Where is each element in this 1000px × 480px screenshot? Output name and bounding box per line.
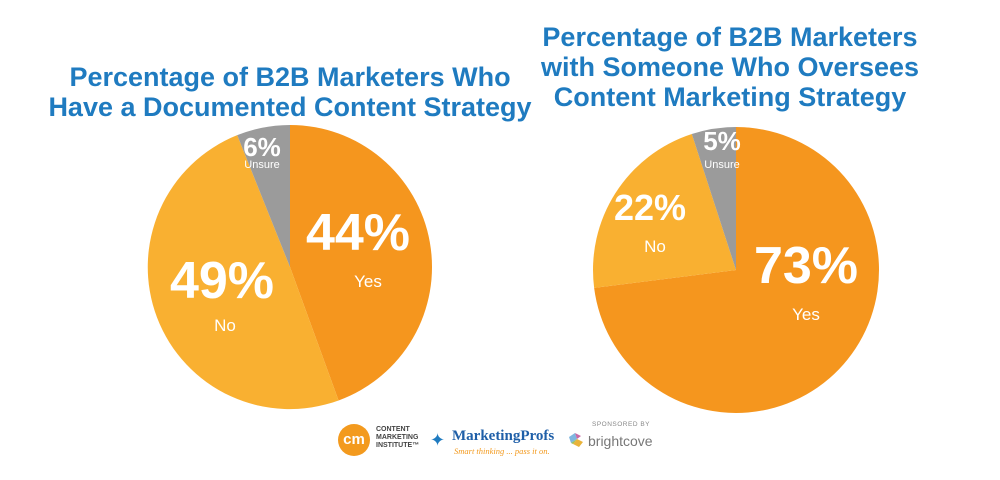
sponsored-by-label: SPONSORED BY xyxy=(592,421,651,428)
chart-title-left: Percentage of B2B Marketers Who Have a D… xyxy=(40,62,540,122)
data-label-left-yes: 44% xyxy=(306,204,410,262)
data-label-right-yes: 73% xyxy=(754,237,858,295)
pie-slice-right-yes xyxy=(594,127,880,413)
data-label-right-unsure: 5% xyxy=(703,126,741,156)
cmi-logo-icon: cm xyxy=(338,424,370,456)
chart-title-right-line-1: Percentage of B2B Marketers xyxy=(542,22,918,52)
chart-title-right: Percentage of B2B Marketers with Someone… xyxy=(500,22,960,112)
chart-title-right-line-3: Content Marketing Strategy xyxy=(553,82,907,112)
category-label-right-no: No xyxy=(644,237,666,256)
data-label-left-no: 49% xyxy=(170,252,274,310)
marketingprofs-logo-tagline: Smart thinking ... pass it on. xyxy=(454,446,550,456)
data-label-left-unsure: 6% xyxy=(243,132,281,162)
cmi-logo-line-1: CONTENT xyxy=(376,426,410,433)
chart-title-left-line-1: Percentage of B2B Marketers Who xyxy=(69,62,511,92)
category-label-left-no: No xyxy=(214,316,236,335)
pie-slice-right-unsure xyxy=(691,127,736,270)
category-label-left-yes: Yes xyxy=(354,272,382,291)
sponsor-logos: cm CONTENT MARKETING INSTITUTE™ ✦ Market… xyxy=(330,418,680,468)
cmi-logo-line-2: MARKETING xyxy=(376,434,419,441)
pie-slice-right-no xyxy=(593,134,736,288)
pie-slice-left-unsure xyxy=(237,125,290,267)
category-label-right-yes: Yes xyxy=(792,305,820,324)
data-label-right-no: 22% xyxy=(614,187,686,228)
chart-title-right-line-2: with Someone Who Oversees xyxy=(540,52,920,82)
pie-slice-left-yes xyxy=(290,125,433,401)
chart-title-left-line-2: Have a Documented Content Strategy xyxy=(48,92,532,122)
marketingprofs-logo-name: MarketingProfs xyxy=(452,428,555,444)
brightcove-logo-name: brightcove xyxy=(588,433,653,449)
pie-slice-left-no xyxy=(147,135,339,410)
category-label-right-unsure: Unsure xyxy=(704,159,739,171)
bird-icon: ✦ xyxy=(430,430,446,450)
cmi-logo-line-3: INSTITUTE™ xyxy=(376,442,420,449)
cmi-logo-text: CONTENT MARKETING INSTITUTE™ xyxy=(376,426,446,450)
category-label-left-unsure: Unsure xyxy=(244,159,279,171)
brightcove-mark-icon xyxy=(569,433,583,447)
